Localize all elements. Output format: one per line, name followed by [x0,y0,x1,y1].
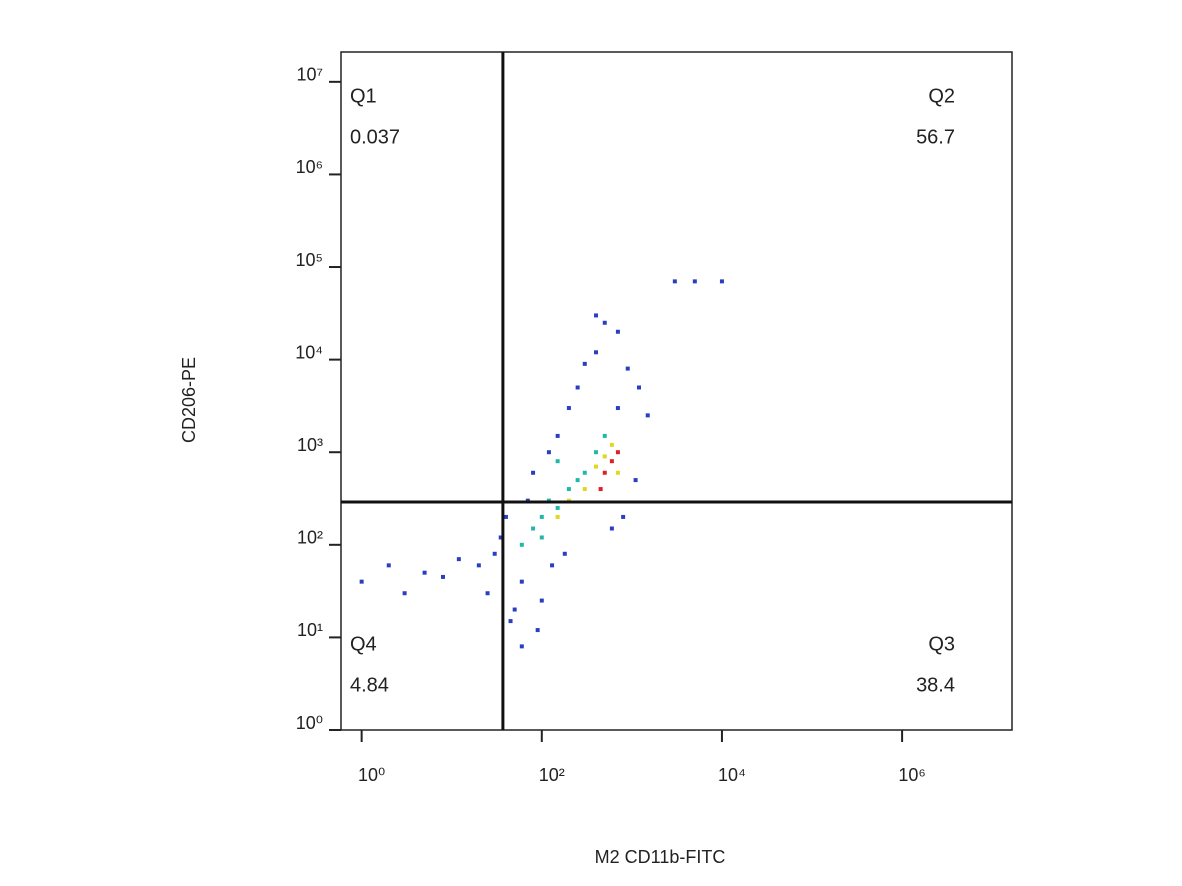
point [546,450,551,455]
y-tick-label: 10³ [297,435,323,455]
point [575,478,580,483]
y-tick-label: 10⁰ [296,713,323,733]
point [609,442,614,447]
point [594,350,599,355]
x-tick-label: 10⁰ [358,765,385,785]
point [562,551,567,556]
point [594,313,599,318]
y-tick-label: 10² [297,528,323,548]
point [555,505,560,510]
point [519,579,524,584]
y-tick-label: 10⁶ [296,157,323,177]
point [566,487,571,492]
point [535,628,540,633]
point [519,644,524,649]
point [609,526,614,531]
plot-frame [340,51,1013,731]
point [637,385,642,390]
quadrant-label: Q2 [928,85,955,107]
point [594,450,599,455]
quadrant-label: Q4 [350,633,377,655]
point [456,557,461,562]
y-tick-label: 10¹ [297,620,323,640]
point [602,433,607,438]
point [566,406,571,411]
point [621,514,626,519]
point [615,406,620,411]
point [531,470,536,475]
point [598,487,603,492]
point [555,433,560,438]
point [359,579,364,584]
quadrant-label: Q1 [350,85,377,107]
quadrant-percent: 56.7 [916,126,955,148]
point [485,591,490,596]
point [422,570,427,575]
point [402,591,407,596]
point [519,542,524,547]
point [539,514,544,519]
point [539,598,544,603]
point [508,619,513,624]
point [582,487,587,492]
x-tick-label: 10⁶ [898,765,925,785]
point [633,478,638,483]
point [492,551,497,556]
point [672,279,677,284]
point [602,454,607,459]
quadrant-percent: 0.037 [350,126,400,148]
y-tick-label: 10⁵ [296,250,323,270]
x-tick-label: 10⁴ [718,765,746,785]
point [594,464,599,469]
y-tick-label: 10⁴ [295,342,323,362]
point [615,329,620,334]
point [615,450,620,455]
point [476,563,481,568]
point [550,563,555,568]
point [512,607,517,612]
y-tick-label: 10⁷ [296,65,323,85]
point [615,470,620,475]
point [609,459,614,464]
quadrant-label: Q3 [928,633,955,655]
point [440,574,445,579]
point [602,320,607,325]
point [498,535,503,540]
quadrant-percent: 38.4 [916,674,955,696]
point [602,470,607,475]
point [582,361,587,366]
point [531,526,536,531]
quadrant-percent: 4.84 [350,674,389,696]
point [539,535,544,540]
point [575,385,580,390]
point [503,514,508,519]
point [625,366,630,371]
point [386,563,391,568]
point [582,470,587,475]
y-axis-label: CD206-PE [179,357,199,443]
point [645,413,650,418]
point [555,459,560,464]
point [555,514,560,519]
point [719,279,724,284]
point [692,279,697,284]
x-tick-label: 10² [539,765,565,785]
x-axis-label: M2 CD11b-FITC [595,847,726,867]
